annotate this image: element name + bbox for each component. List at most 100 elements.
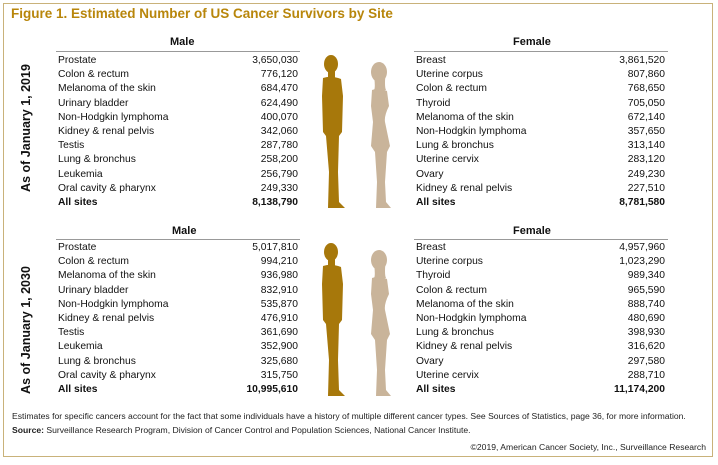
female-header-rule <box>414 51 668 52</box>
table-row: Testis 287,780 <box>58 139 298 153</box>
site-name: Prostate <box>58 55 97 66</box>
survivor-count: 624,490 <box>260 97 298 109</box>
table-row: Colon & rectum 994,210 <box>58 255 298 269</box>
table-row: Kidney & renal pelvis 316,620 <box>416 340 665 354</box>
site-name: Testis <box>58 140 85 152</box>
survivor-count: 672,140 <box>627 111 665 123</box>
site-name: Non-Hodgkin lymphoma <box>416 125 527 137</box>
site-name: Lung & bronchus <box>416 140 494 152</box>
table-row: Urinary bladder 832,910 <box>58 284 298 298</box>
table-row: Uterine corpus 807,860 <box>416 68 665 82</box>
survivor-count: 535,870 <box>260 298 298 310</box>
site-name: Non-Hodgkin lymphoma <box>58 111 169 123</box>
table-row: Uterine corpus 1,023,290 <box>416 255 665 269</box>
site-name: Kidney & renal pelvis <box>58 125 155 137</box>
total-label: All sites <box>58 196 98 208</box>
survivor-count: 4,957,960 <box>619 242 665 253</box>
female-table: Breast 4,957,960 Uterine corpus 1,023,290 … <box>416 241 665 397</box>
total-label: All sites <box>416 196 456 208</box>
table-row: Colon & rectum 965,590 <box>416 284 665 298</box>
table-row: Testis 361,690 <box>58 326 298 340</box>
table-row: Thyroid 705,050 <box>416 97 665 111</box>
female-figure-icon <box>371 62 391 208</box>
survivor-count: 965,590 <box>627 284 665 296</box>
site-name: Kidney & renal pelvis <box>416 341 513 353</box>
site-name: Melanoma of the skin <box>58 83 156 95</box>
table-row: Kidney & renal pelvis 342,060 <box>58 125 298 139</box>
survivor-count: 832,910 <box>260 284 298 296</box>
table-row: Prostate 3,650,030 <box>58 54 298 68</box>
table-row: Lung & bronchus 313,140 <box>416 139 665 153</box>
table-row: Colon & rectum 776,120 <box>58 68 298 82</box>
survivor-count: 352,900 <box>260 341 298 353</box>
site-name: Leukemia <box>58 168 103 180</box>
survivor-count: 288,710 <box>627 369 665 381</box>
site-name: Oral cavity & pharynx <box>58 369 156 381</box>
male-table: Prostate 5,017,810 Colon & rectum 994,210 … <box>58 241 298 397</box>
source-text: Surveillance Research Program, Division … <box>46 425 471 435</box>
survivor-count: 3,650,030 <box>252 55 298 66</box>
site-name: Melanoma of the skin <box>58 270 156 282</box>
site-name: Breast <box>416 242 446 253</box>
survivor-count: 315,750 <box>260 369 298 381</box>
total-label: All sites <box>58 383 98 395</box>
survivor-count: 283,120 <box>627 154 665 166</box>
male-header: Male <box>170 36 195 48</box>
table-row: Breast 4,957,960 <box>416 241 665 255</box>
table-row: Lung & bronchus 258,200 <box>58 153 298 167</box>
survivor-count: 776,120 <box>260 69 298 81</box>
table-row: Thyroid 989,340 <box>416 269 665 283</box>
site-name: Ovary <box>416 168 444 180</box>
figure-frame <box>3 3 713 457</box>
table-row: Oral cavity & pharynx 249,330 <box>58 182 298 196</box>
site-name: Colon & rectum <box>58 256 129 268</box>
table-row: Non-Hodgkin lymphoma 480,690 <box>416 312 665 326</box>
table-row: Melanoma of the skin 936,980 <box>58 269 298 283</box>
table-row: Urinary bladder 624,490 <box>58 97 298 111</box>
site-name: Uterine corpus <box>416 69 483 81</box>
table-row: Leukemia 256,790 <box>58 168 298 182</box>
source-label: Source: <box>12 425 44 435</box>
total-count: 8,138,790 <box>252 196 298 208</box>
male-header-rule <box>56 51 300 52</box>
survivor-count: 994,210 <box>260 256 298 268</box>
survivor-count: 316,620 <box>627 341 665 353</box>
female-header: Female <box>513 36 551 48</box>
site-name: Thyroid <box>416 270 451 282</box>
table-row: Melanoma of the skin 888,740 <box>416 298 665 312</box>
table-row: Colon & rectum 768,650 <box>416 82 665 96</box>
survivor-count: 398,930 <box>627 327 665 339</box>
male-figure-icon <box>322 243 345 396</box>
survivor-count: 807,860 <box>627 69 665 81</box>
total-count: 11,174,200 <box>614 383 665 395</box>
table-row: Kidney & renal pelvis 227,510 <box>416 182 665 196</box>
survivor-count: 249,230 <box>627 168 665 180</box>
table-row: Prostate 5,017,810 <box>58 241 298 255</box>
survivor-count: 287,780 <box>260 140 298 152</box>
male-header: Male <box>172 225 197 237</box>
footnote: Estimates for specific cancers account f… <box>12 411 686 421</box>
source-line: Source: Surveillance Research Program, D… <box>12 425 471 435</box>
site-name: Urinary bladder <box>58 284 129 296</box>
table-row: Non-Hodgkin lymphoma 400,070 <box>58 111 298 125</box>
survivor-count: 342,060 <box>260 125 298 137</box>
survivor-count: 989,340 <box>627 270 665 282</box>
site-name: Lung & bronchus <box>58 355 136 367</box>
site-name: Uterine cervix <box>416 369 479 381</box>
survivor-count: 256,790 <box>260 168 298 180</box>
table-row: Ovary 297,580 <box>416 355 665 369</box>
male-table: Prostate 3,650,030 Colon & rectum 776,120 … <box>58 54 298 210</box>
site-name: Melanoma of the skin <box>416 298 514 310</box>
survivor-count: 5,017,810 <box>252 242 298 253</box>
site-name: Melanoma of the skin <box>416 111 514 123</box>
site-name: Oral cavity & pharynx <box>58 182 156 194</box>
total-label: All sites <box>416 383 456 395</box>
survivor-count: 249,330 <box>260 182 298 194</box>
survivor-count: 297,580 <box>627 355 665 367</box>
copyright: ©2019, American Cancer Society, Inc., Su… <box>470 442 706 452</box>
total-row: All sites 8,781,580 <box>416 196 665 210</box>
survivor-count: 357,650 <box>627 125 665 137</box>
site-name: Prostate <box>58 242 97 253</box>
site-name: Kidney & renal pelvis <box>58 312 155 324</box>
survivor-count: 227,510 <box>627 182 665 194</box>
